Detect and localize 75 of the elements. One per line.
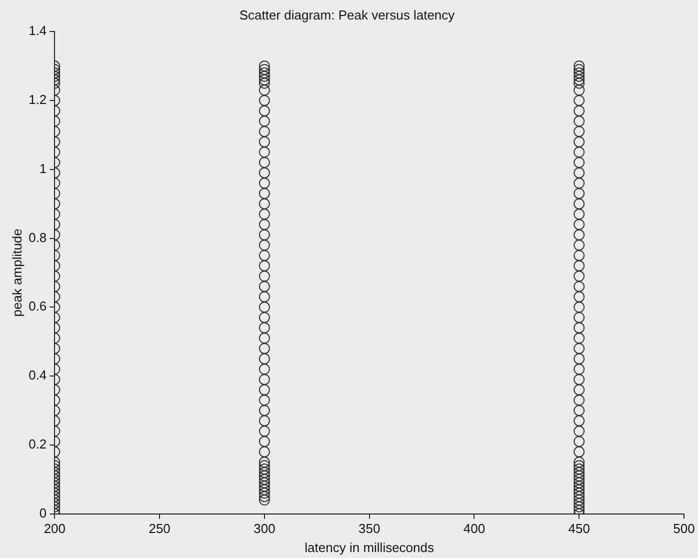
point	[574, 484, 585, 496]
y-tick-label: 0	[39, 505, 47, 520]
point	[574, 494, 585, 506]
point	[574, 302, 585, 313]
point	[574, 116, 585, 127]
y-axis-title: peak amplitude	[9, 228, 24, 317]
x-axis-title: latency in milliseconds	[304, 540, 434, 555]
point	[574, 229, 585, 240]
x-tick-label: 200	[44, 521, 66, 536]
point	[574, 474, 585, 485]
point	[574, 446, 585, 458]
point	[574, 322, 585, 334]
point	[574, 504, 585, 514]
point	[574, 78, 585, 89]
point	[574, 415, 585, 426]
point	[574, 280, 585, 292]
point	[574, 460, 585, 472]
point	[574, 394, 585, 406]
point	[574, 501, 585, 512]
point	[574, 312, 585, 323]
point	[574, 291, 585, 302]
point	[574, 74, 585, 86]
point	[574, 198, 585, 210]
x-tick-label: 400	[463, 521, 486, 536]
chart-title: Scatter diagram: Peak versus latency	[239, 7, 456, 22]
point	[574, 67, 585, 78]
point	[574, 466, 585, 478]
point	[574, 126, 585, 137]
point	[574, 64, 585, 75]
point	[574, 436, 585, 447]
point	[574, 480, 585, 492]
point	[574, 70, 585, 82]
point	[574, 84, 585, 96]
point	[574, 250, 585, 261]
point	[574, 167, 585, 178]
point	[574, 208, 585, 220]
point	[574, 384, 585, 396]
x-tick-label: 250	[148, 521, 170, 536]
point	[574, 218, 585, 230]
point	[574, 270, 585, 282]
point	[574, 60, 585, 72]
point	[574, 470, 585, 482]
point	[574, 188, 585, 199]
point	[574, 332, 585, 344]
point	[574, 477, 585, 488]
point	[574, 364, 585, 375]
y-tick-label: 1	[39, 160, 47, 176]
y-tick-label: 0.6	[28, 298, 47, 314]
point	[574, 94, 585, 106]
point	[574, 464, 585, 475]
point	[574, 404, 585, 416]
point	[574, 146, 585, 158]
point	[574, 498, 585, 509]
point	[574, 374, 585, 385]
y-tick-label: 1.2	[28, 92, 47, 108]
y-tick-label: 1.4	[28, 23, 47, 38]
point	[574, 456, 585, 468]
x-tick-label: 300	[254, 521, 276, 536]
point	[574, 156, 585, 168]
point	[574, 342, 585, 354]
point	[574, 488, 585, 499]
y-tick-label: 0.8	[28, 230, 47, 245]
point	[574, 491, 585, 502]
x-tick-label: 350	[358, 521, 380, 536]
x-tick-label: 500	[673, 521, 695, 536]
x-tick-label: 450	[568, 521, 590, 536]
point	[574, 353, 585, 364]
y-tick-label: 0.2	[28, 436, 47, 452]
point	[574, 136, 585, 148]
y-tick-label: 0.4	[28, 368, 47, 383]
point	[574, 240, 585, 251]
point	[574, 260, 585, 272]
point	[574, 426, 585, 437]
point	[574, 105, 585, 116]
point	[574, 178, 585, 189]
